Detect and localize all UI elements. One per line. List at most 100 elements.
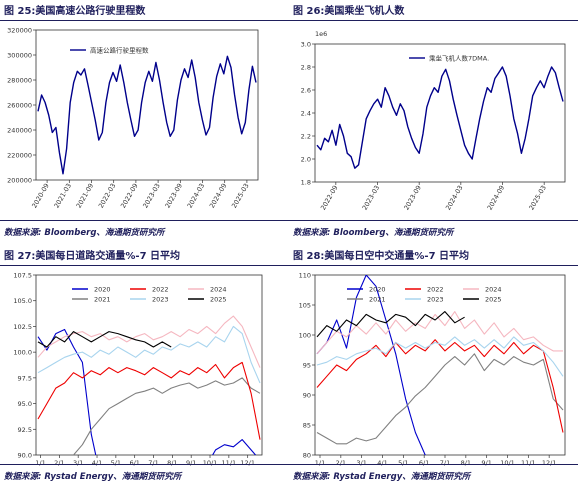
series-line xyxy=(37,331,172,348)
x-tick-label: 5/1 xyxy=(111,459,121,467)
series-line xyxy=(316,311,563,355)
series-line xyxy=(37,325,261,384)
y-tick-label: 280000 xyxy=(7,77,32,85)
legend-label: 2025 xyxy=(485,296,502,304)
x-tick-label: 11/1 xyxy=(222,459,237,467)
x-tick-label: 8/1 xyxy=(461,459,471,467)
x-tick-label: 2025-03 xyxy=(230,182,251,210)
chart-title: 图 27:美国每日道路交通量%-7 日平均 xyxy=(4,251,181,262)
x-tick-label: 8/1 xyxy=(167,459,177,467)
legend-label: 2021 xyxy=(369,296,386,304)
y-tick-label: 107.5 xyxy=(13,272,32,280)
x-tick-label: 3/1 xyxy=(356,459,366,467)
chart-air-passengers: 3.0 2.8 2.6 2.4 2.2 2.0 1.8 2022-09 2023-03 2023-… xyxy=(301,30,566,212)
x-tick-label: 7/1 xyxy=(148,459,158,467)
y-tick-label: 85 xyxy=(303,422,311,430)
x-tick-label: 2024-03 xyxy=(444,184,465,212)
legend-label: 2023 xyxy=(427,296,444,304)
x-tick-label: 2023-03 xyxy=(141,182,162,210)
chart-title: 图 26:美国乘坐飞机人数 xyxy=(293,6,405,17)
axis-scale-label: 1e6 xyxy=(315,30,327,38)
x-tick-label: 1/1 xyxy=(35,459,45,467)
x-tick-label: 7/1 xyxy=(440,459,450,467)
x-tick-label: 6/1 xyxy=(129,459,139,467)
x-tick-label: 2024-09 xyxy=(208,182,229,210)
x-tick-label: 2023-03 xyxy=(361,184,382,212)
legend-label: 高速公路行驶里程数 xyxy=(90,46,149,55)
series-line xyxy=(316,311,465,338)
x-tick-label: 3/1 xyxy=(73,459,83,467)
legend-label: 2020 xyxy=(94,286,111,294)
y-tick-label: 2.2 xyxy=(301,133,311,141)
series-line xyxy=(316,353,564,445)
chart-road-traffic: 107.5 105.0 102.5 100.0 97.5 95.0 92.5 90.01/1 2… xyxy=(13,272,263,467)
x-tick-label: 2023-09 xyxy=(164,182,185,210)
x-tick-label: 2020-09 xyxy=(30,182,51,210)
y-tick-label: 2.4 xyxy=(301,110,311,118)
y-tick-label: 102.5 xyxy=(13,323,32,331)
x-tick-label: 2021-03 xyxy=(53,182,74,210)
footer-rule xyxy=(0,220,289,221)
x-tick-label: 2024-09 xyxy=(486,184,507,212)
y-tick-label: 200000 xyxy=(7,177,32,185)
chart-source: 数据来源: Rystad Energy、海通期货研究所 xyxy=(4,472,182,482)
x-tick-label: 2025-03 xyxy=(527,184,548,212)
legend-label: 2023 xyxy=(152,296,169,304)
footer-rule xyxy=(289,464,578,465)
x-tick-label: 10/1 xyxy=(500,459,515,467)
y-tick-label: 80 xyxy=(303,452,311,460)
series-line xyxy=(37,328,257,455)
y-tick-label: 100 xyxy=(299,332,311,340)
footer-rule xyxy=(0,464,289,465)
plot-frame xyxy=(35,274,263,456)
x-tick-label: 2024-03 xyxy=(186,182,207,210)
legend-label: 2022 xyxy=(152,286,169,294)
x-tick-label: 2022-09 xyxy=(319,184,340,212)
chart-title: 图 25:美国高速公路行驶里程数 xyxy=(4,6,146,17)
y-tick-label: 320000 xyxy=(7,27,32,35)
x-tick-label: 6/1 xyxy=(419,459,429,467)
series-line xyxy=(316,66,564,169)
series-line xyxy=(316,336,564,377)
header-rule xyxy=(0,20,289,21)
chart-air-traffic: 110 105 100 95 90 85 80 1/1 2/1 3/1 4/1 5/1 6/1 7/1 8/… xyxy=(299,272,566,467)
chart-title: 图 28:美国每日空中交通量%-7 日平均 xyxy=(293,251,470,262)
x-tick-label: 12/1 xyxy=(240,459,255,467)
y-tick-label: 240000 xyxy=(7,127,32,135)
y-tick-label: 92.5 xyxy=(18,426,32,434)
y-tick-label: 2.0 xyxy=(301,156,311,164)
y-tick-label: 260000 xyxy=(7,102,32,110)
chart-source: 数据来源: Bloomberg、海通期货研究所 xyxy=(293,228,454,238)
chart-panel-highway-miles: 图 25:美国高速公路行驶里程数 320000 300000 280000 26000… xyxy=(0,0,289,244)
legend-label: 2024 xyxy=(485,286,502,294)
y-tick-label: 95.0 xyxy=(18,400,32,408)
y-tick-label: 97.5 xyxy=(18,374,32,382)
x-tick-label: 12/1 xyxy=(542,459,557,467)
y-tick-label: 2.6 xyxy=(301,87,311,95)
y-tick-label: 1.8 xyxy=(301,179,311,187)
chart-panel-road-traffic: 图 27:美国每日道路交通量%-7 日平均 107.5 105.0 102.5 100… xyxy=(0,245,289,489)
y-tick-label: 3.0 xyxy=(301,41,311,49)
y-tick-label: 90.0 xyxy=(18,452,32,460)
series-line xyxy=(72,377,261,455)
legend-label: 2025 xyxy=(210,296,227,304)
x-tick-label: 2/1 xyxy=(54,459,64,467)
chart-source: 数据来源: Bloomberg、海通期货研究所 xyxy=(4,228,165,238)
x-tick-label: 2023-09 xyxy=(402,184,423,212)
x-tick-label: 5/1 xyxy=(398,459,408,467)
y-tick-label: 105.0 xyxy=(13,297,32,305)
chart-panel-air-traffic: 图 28:美国每日空中交通量%-7 日平均 110 105 100 95 90 85 80 1… xyxy=(289,245,578,489)
x-tick-label: 10/1 xyxy=(203,459,218,467)
header-rule xyxy=(289,20,578,21)
x-tick-label: 1/1 xyxy=(315,459,325,467)
header-rule xyxy=(289,265,578,266)
x-tick-label: 9/1 xyxy=(186,459,196,467)
x-tick-label: 2022-03 xyxy=(97,182,118,210)
header-rule xyxy=(0,265,289,266)
x-tick-label: 9/1 xyxy=(481,459,491,467)
footer-rule xyxy=(289,220,578,221)
chart-source: 数据来源: Rystad Energy、海通期货研究所 xyxy=(293,472,471,482)
y-tick-label: 300000 xyxy=(7,52,32,60)
x-tick-label: 4/1 xyxy=(377,459,387,467)
x-tick-label: 2022-09 xyxy=(119,182,140,210)
